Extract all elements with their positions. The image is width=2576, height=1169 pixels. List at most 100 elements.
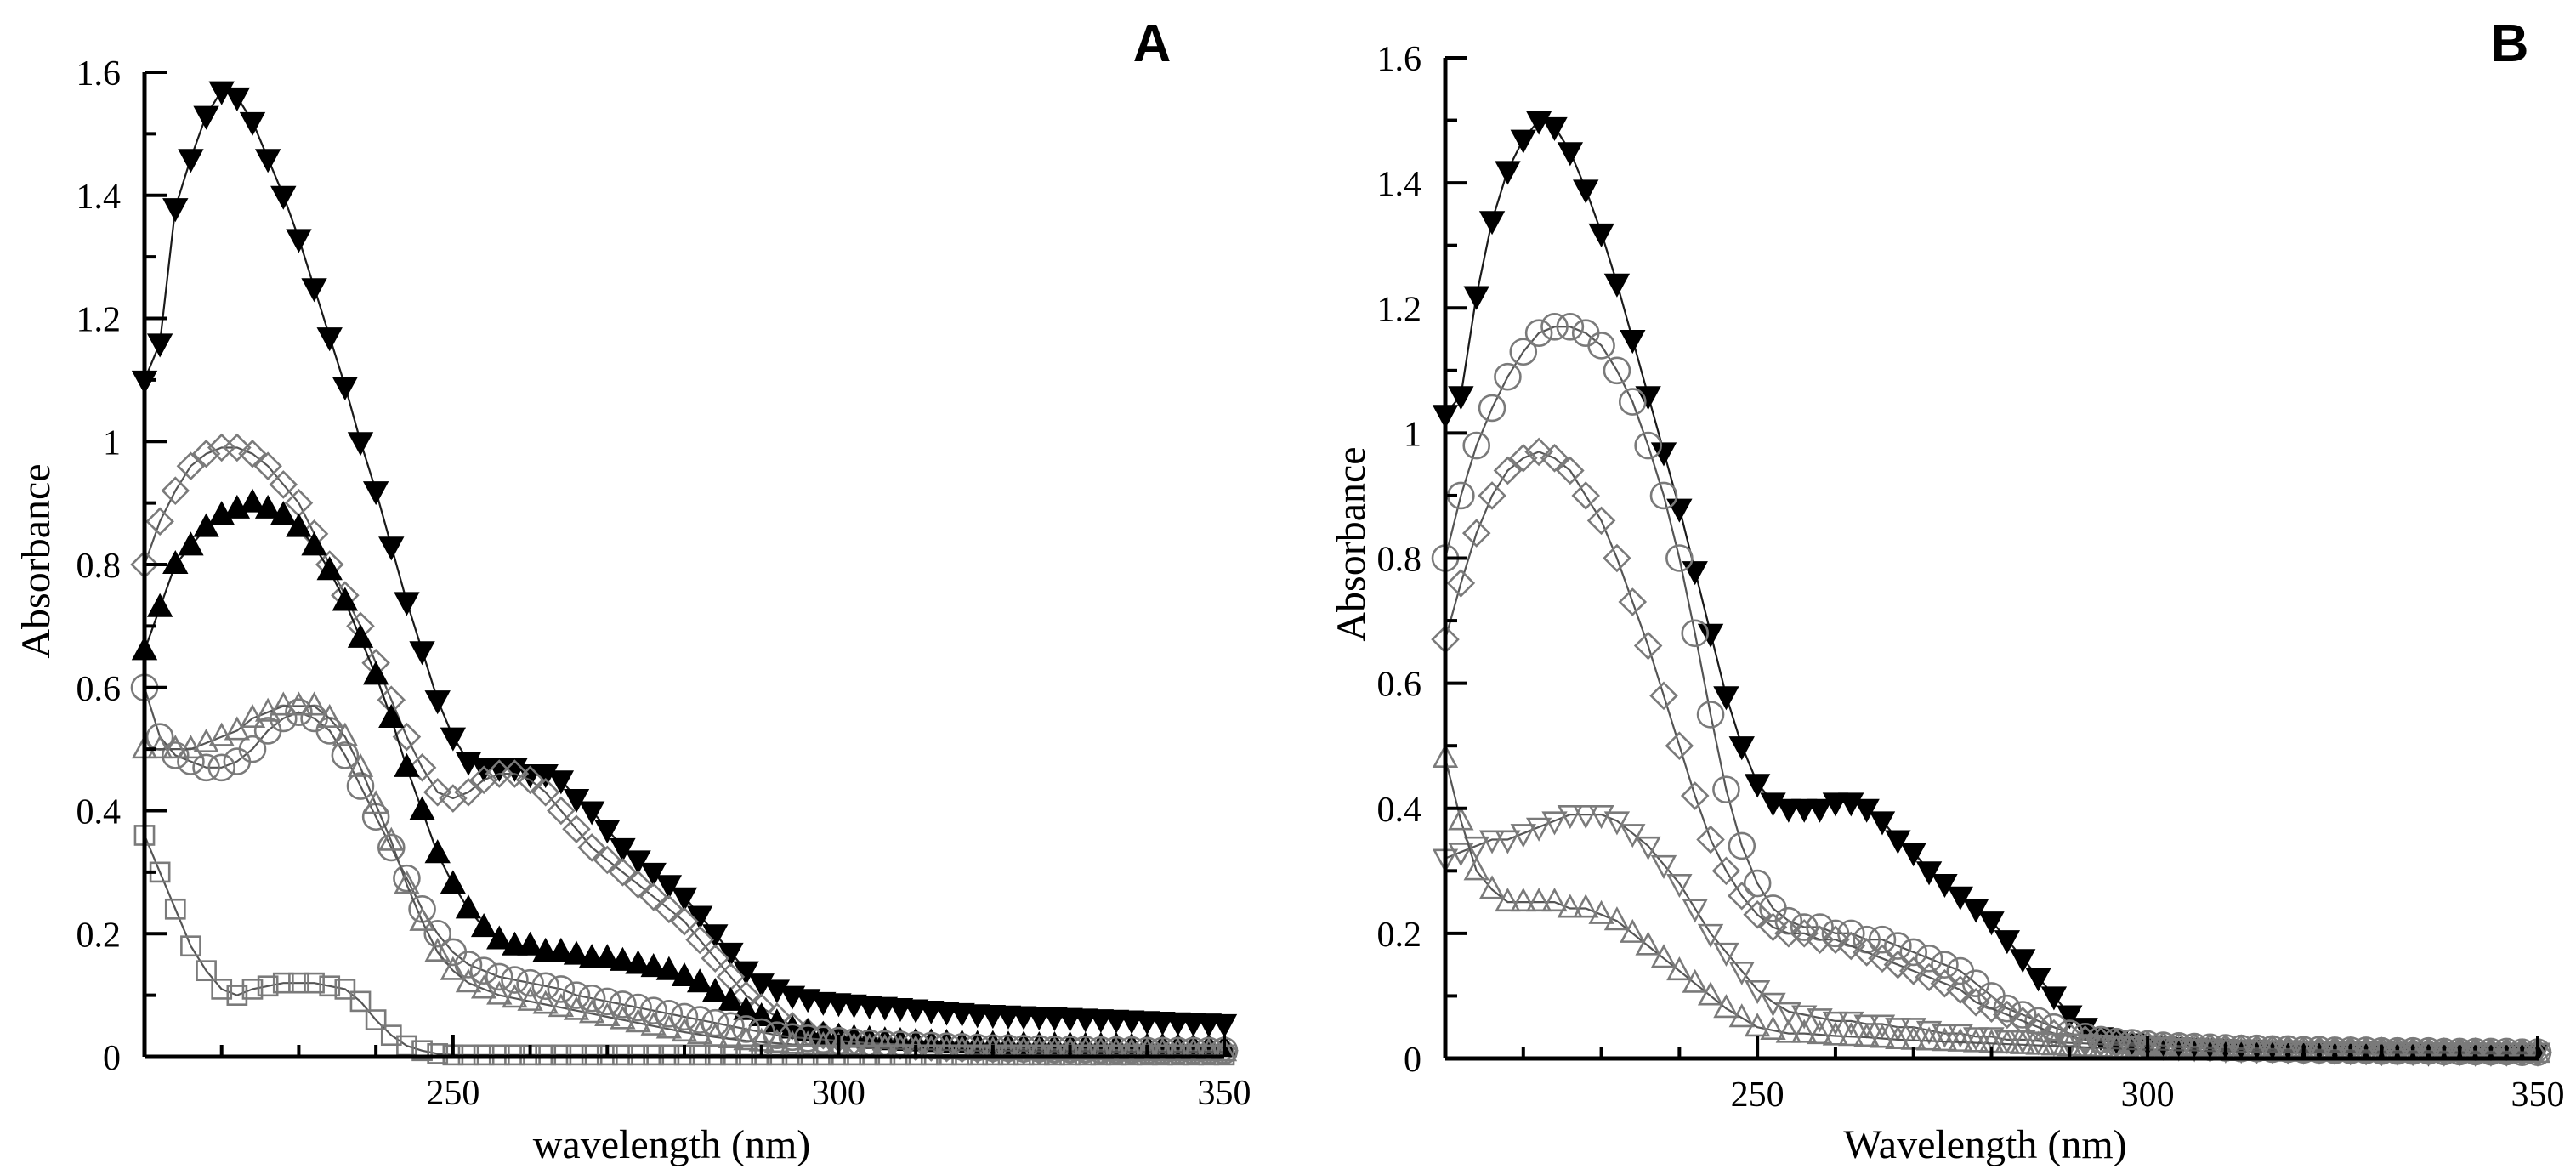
data-point — [548, 937, 575, 962]
data-point — [655, 894, 684, 924]
data-point — [532, 937, 559, 962]
data-point — [254, 149, 281, 173]
data-point — [517, 931, 543, 956]
data-point — [1556, 313, 1585, 341]
data-point — [409, 796, 435, 820]
data-point — [610, 946, 636, 971]
data-point — [1680, 781, 1710, 810]
data-point — [686, 1019, 713, 1044]
data-point — [1885, 830, 1911, 854]
data-point — [1571, 481, 1601, 510]
y-tick-label: 1.2 — [1377, 290, 1422, 329]
data-point — [178, 149, 204, 173]
data-point — [176, 451, 206, 480]
data-point — [1494, 362, 1522, 391]
data-point — [331, 741, 360, 769]
data-point — [1915, 945, 1943, 973]
data-point — [2008, 1001, 2037, 1029]
series-open-up-triangle — [131, 691, 1238, 1062]
data-point — [638, 882, 668, 911]
data-point — [1620, 329, 1646, 355]
data-point — [501, 966, 529, 994]
data-point — [304, 972, 325, 994]
data-point — [563, 788, 590, 814]
data-point — [1509, 338, 1538, 366]
data-point — [517, 986, 543, 1011]
data-point — [685, 1006, 714, 1034]
data-point — [1947, 1027, 1973, 1052]
data-point — [1681, 619, 1710, 648]
data-point — [378, 703, 405, 728]
data-point — [346, 772, 375, 800]
data-point — [411, 1040, 433, 1062]
data-point — [286, 229, 312, 253]
data-point — [686, 968, 713, 993]
data-point — [594, 944, 621, 968]
data-point — [1557, 142, 1584, 167]
data-point — [1603, 811, 1631, 836]
y-tick-label: 0.4 — [77, 793, 122, 832]
data-point — [979, 1005, 1007, 1030]
y-tick-label: 0.8 — [77, 547, 122, 586]
data-point — [1493, 456, 1523, 485]
data-point — [502, 984, 528, 1008]
data-point — [146, 593, 173, 617]
series-open-diamond — [1431, 437, 2552, 1067]
data-point — [486, 925, 513, 950]
data-point — [963, 1033, 992, 1062]
data-point — [2010, 949, 2036, 973]
data-point — [1947, 886, 1973, 911]
data-point — [440, 870, 467, 894]
data-point — [1760, 1015, 1786, 1040]
data-point — [994, 1034, 1023, 1063]
data-point — [1696, 825, 1725, 854]
y-axis-title: Absorbance — [14, 463, 59, 658]
data-point — [1573, 894, 1599, 918]
data-point — [1666, 956, 1693, 981]
data-point — [1478, 830, 1506, 854]
data-point — [1666, 873, 1693, 899]
data-point — [547, 796, 576, 826]
data-point — [1978, 1027, 2005, 1052]
data-point — [193, 105, 219, 130]
data-point — [655, 875, 683, 899]
data-point — [1586, 506, 1616, 536]
data-point — [1510, 888, 1536, 912]
data-point — [377, 833, 406, 862]
data-point — [239, 111, 266, 136]
data-point — [1010, 1006, 1037, 1030]
data-point — [1807, 1008, 1833, 1033]
data-point — [1822, 1021, 1849, 1046]
data-point — [1071, 1036, 1100, 1064]
data-point — [1478, 481, 1506, 510]
data-point — [288, 972, 309, 994]
data-point — [455, 968, 482, 993]
data-point — [2524, 1039, 2551, 1064]
data-point — [515, 765, 545, 795]
data-point — [347, 623, 374, 648]
data-point — [191, 439, 221, 468]
data-point — [1915, 861, 1943, 886]
data-point — [1650, 442, 1677, 467]
x-tick-label: 350 — [1198, 1074, 1251, 1113]
data-point — [1885, 1024, 1911, 1049]
data-point — [1713, 686, 1739, 711]
data-point — [470, 974, 497, 999]
data-point — [516, 968, 544, 997]
data-point — [1478, 875, 1506, 899]
data-point — [1461, 519, 1491, 548]
data-point — [470, 912, 497, 938]
data-point — [1588, 223, 1614, 248]
data-point — [407, 753, 437, 782]
data-point — [1557, 805, 1584, 830]
data-point — [563, 996, 590, 1020]
data-point — [1853, 1014, 1880, 1039]
data-point — [427, 1043, 449, 1064]
data-point — [2072, 1032, 2098, 1057]
data-point — [594, 1002, 621, 1027]
series-line — [1444, 451, 2538, 1053]
data-point — [378, 536, 405, 561]
data-point — [257, 975, 279, 997]
data-point — [563, 940, 590, 965]
